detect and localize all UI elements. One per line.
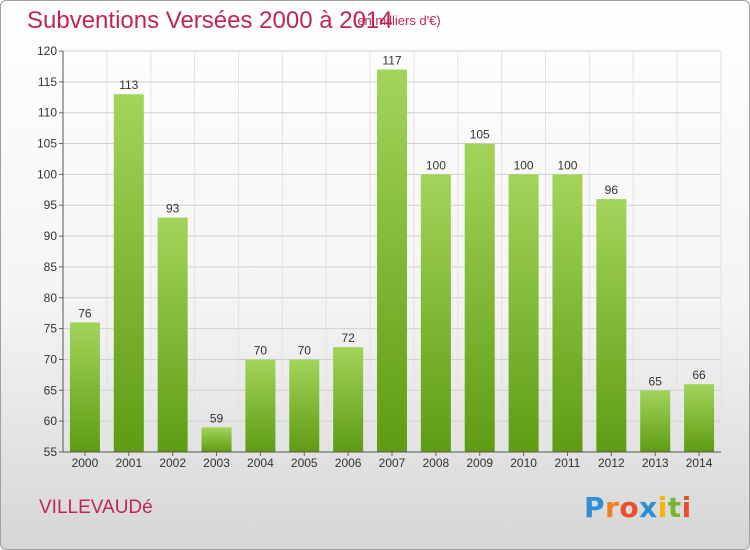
y-tick-label: 75 xyxy=(44,322,58,336)
bar-2005 xyxy=(289,359,320,452)
x-tick-label: 2012 xyxy=(598,456,625,470)
bar-value-label: 100 xyxy=(557,158,577,172)
bar-value-label: 70 xyxy=(254,343,268,357)
bar-2012 xyxy=(596,199,627,452)
x-tick-label: 2007 xyxy=(379,456,406,470)
chart-title: Subventions Versées 2000 à 2014 xyxy=(27,7,393,34)
x-tick-label: 2002 xyxy=(159,456,186,470)
chart-subtitle: (en milliers d'€) xyxy=(353,13,441,28)
x-tick-label: 2005 xyxy=(291,456,318,470)
x-tick-label: 2010 xyxy=(510,456,537,470)
bar-2003 xyxy=(201,427,232,452)
x-tick-label: 2006 xyxy=(335,456,362,470)
bar-2000 xyxy=(69,322,100,452)
x-tick-label: 2000 xyxy=(72,456,99,470)
y-tick-label: 80 xyxy=(44,291,58,305)
bar-2008 xyxy=(420,174,451,452)
bar-2004 xyxy=(245,359,276,452)
bar-2013 xyxy=(640,390,671,452)
x-tick-label: 2013 xyxy=(642,456,669,470)
x-tick-label: 2004 xyxy=(247,456,274,470)
bar-value-label: 117 xyxy=(382,54,401,68)
bar-2010 xyxy=(508,174,539,452)
y-tick-label: 85 xyxy=(44,260,58,274)
y-tick-label: 100 xyxy=(37,167,57,181)
x-tick-label: 2003 xyxy=(203,456,230,470)
bar-2009 xyxy=(464,143,495,453)
bar-2014 xyxy=(684,384,715,452)
y-tick-label: 55 xyxy=(44,445,58,459)
y-tick-label: 65 xyxy=(44,383,58,397)
bar-value-label: 100 xyxy=(514,158,534,172)
x-tick-label: 2008 xyxy=(423,456,450,470)
bar-value-label: 65 xyxy=(649,374,663,388)
y-tick-label: 95 xyxy=(44,198,58,212)
location-label: VILLEVAUDé xyxy=(39,497,153,518)
bar-value-label: 70 xyxy=(298,343,312,357)
x-tick-label: 2009 xyxy=(466,456,493,470)
x-tick-label: 2011 xyxy=(555,456,581,470)
bar-value-label: 100 xyxy=(426,158,446,172)
bar-value-label: 72 xyxy=(341,331,355,345)
bar-value-label: 59 xyxy=(210,411,224,425)
bar-value-label: 66 xyxy=(692,368,706,382)
y-tick-label: 70 xyxy=(44,352,58,366)
bar-2011 xyxy=(552,174,583,452)
axes: 55 60 65 70 75 80 85 90 95 100 105 110 115 120 2000 200… xyxy=(37,44,721,470)
y-tick-label: 115 xyxy=(38,75,57,89)
bar-value-label: 96 xyxy=(605,183,619,197)
y-tick-label: 120 xyxy=(37,44,57,58)
bar-value-label: 105 xyxy=(470,128,490,142)
bar-2001 xyxy=(113,94,144,452)
y-tick-label: 60 xyxy=(44,414,58,428)
bar-2002 xyxy=(157,217,188,452)
bar-value-label: 93 xyxy=(166,202,180,216)
y-tick-label: 110 xyxy=(38,106,57,120)
bar-2007 xyxy=(377,69,407,452)
x-tick-label: 2001 xyxy=(115,456,142,470)
y-tick-label: 90 xyxy=(44,229,58,243)
proxiti-logo[interactable]: Proxiti xyxy=(584,491,692,524)
bars: 76 113 93 59 70 70 72 117 100 105 100 100 96 65 66 xyxy=(69,54,715,453)
y-tick-label: 105 xyxy=(37,137,57,151)
x-tick-label: 2014 xyxy=(686,456,713,470)
bar-2006 xyxy=(333,347,364,452)
bar-value-label: 76 xyxy=(78,306,92,320)
bar-value-label: 113 xyxy=(119,78,138,92)
